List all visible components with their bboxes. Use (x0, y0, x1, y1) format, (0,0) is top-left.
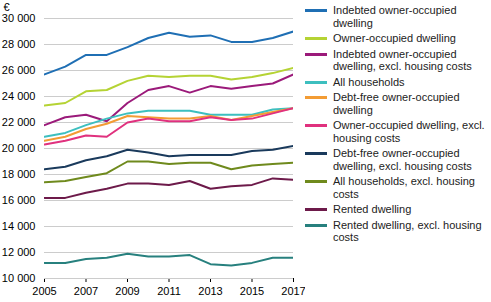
html-text:All households, excl. housing: All households, excl. housing costs (333, 175, 475, 200)
html-text:All households: All households (333, 75, 405, 88)
svg-text:2009: 2009 (115, 285, 139, 297)
html-text:Debt-free owner-occupied dwell: Debt-free owner-occupied dwelling, excl.… (333, 147, 472, 172)
svg-text:€: € (4, 1, 10, 13)
svg-text:2011: 2011 (157, 285, 181, 297)
svg-text:30 000: 30 000 (2, 12, 36, 24)
html-text:Indebted owner-occupied dwelli: Indebted owner-occupied dwelling, excl. … (333, 47, 472, 72)
svg-text:2007: 2007 (74, 285, 98, 297)
svg-text:28 000: 28 000 (2, 38, 36, 50)
html-text:Owner-occupied dwelling, excl.: Owner-occupied dwelling, excl. housing c… (333, 119, 485, 144)
svg-text:12 000: 12 000 (2, 246, 36, 258)
html-text:Rented dwelling, excl. housing: Rented dwelling, excl. housing costs (333, 218, 482, 243)
html-text:Rented dwelling: Rented dwelling (333, 203, 412, 215)
svg-text:16 000: 16 000 (2, 194, 36, 206)
html-text:Debt-free owner-occupied dwell: Debt-free owner-occupied dwelling (333, 91, 460, 116)
svg-text:22 000: 22 000 (2, 116, 36, 128)
svg-text:20 000: 20 000 (2, 142, 36, 154)
html-text:Owner-occupied dwelling: Owner-occupied dwelling (333, 32, 456, 44)
svg-text:2005: 2005 (32, 285, 56, 297)
svg-text:24 000: 24 000 (2, 90, 36, 102)
svg-text:2013: 2013 (198, 285, 222, 297)
svg-text:18 000: 18 000 (2, 168, 36, 180)
svg-text:26 000: 26 000 (2, 64, 36, 76)
svg-text:10 000: 10 000 (2, 272, 36, 284)
svg-text:2015: 2015 (240, 285, 264, 297)
svg-text:2017: 2017 (281, 285, 305, 297)
html-text:Indebted owner-occupied dwelli: Indebted owner-occupied dwelling (333, 4, 457, 29)
svg-text:14 000: 14 000 (2, 220, 36, 232)
